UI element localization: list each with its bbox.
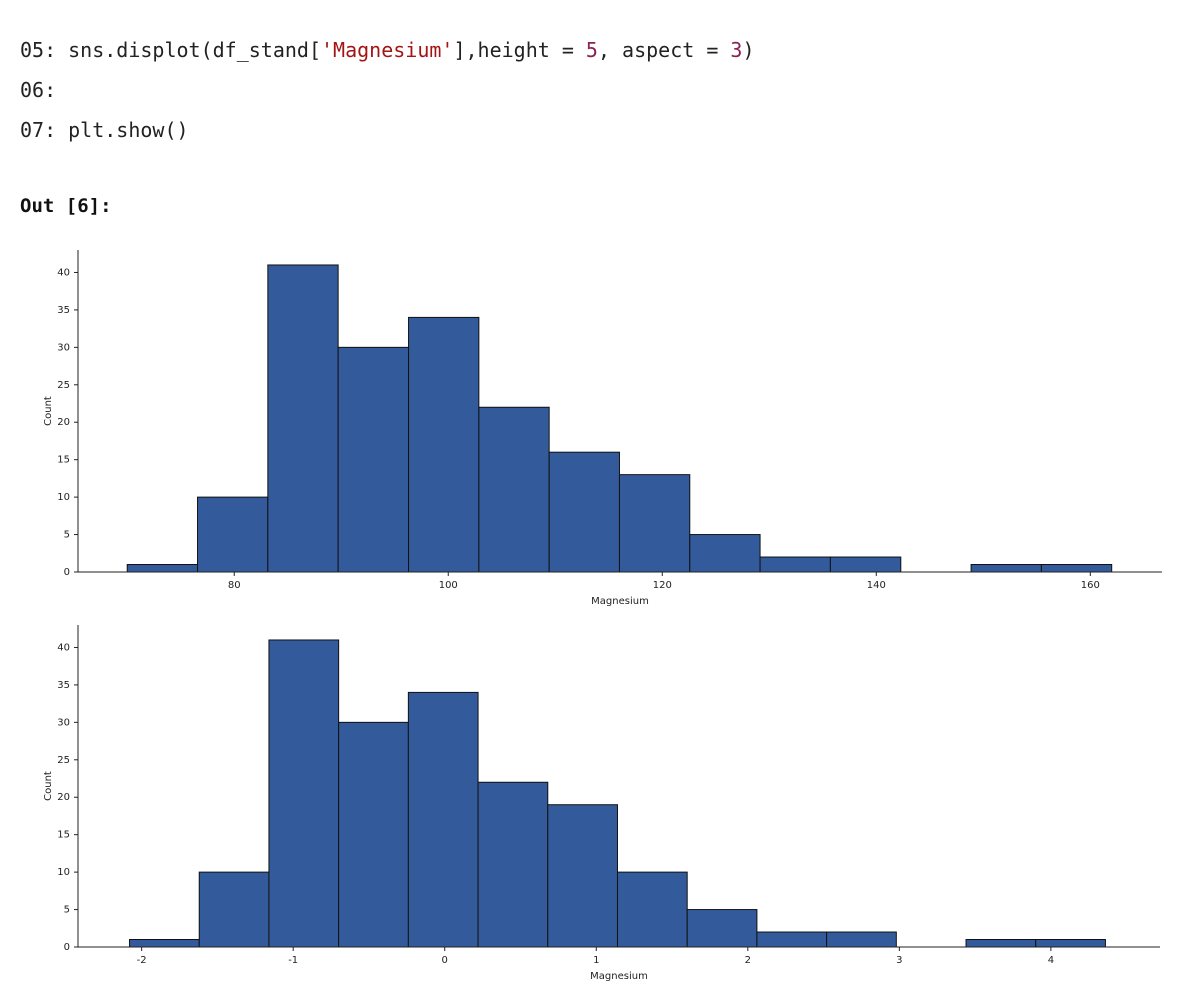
bar [197, 496, 269, 573]
y-tick-label: 15 [57, 830, 70, 841]
y-tick-label: 35 [57, 680, 70, 691]
bar [970, 564, 1042, 573]
y-tick-label: 25 [57, 380, 70, 391]
y-tick-label: 15 [57, 455, 70, 466]
bar [129, 939, 200, 948]
code-block: 05: sns.displot(df_stand['Magnesium'],hei… [20, 30, 755, 150]
x-tick-label: 3 [896, 955, 902, 966]
y-axis-label: Count [43, 771, 54, 801]
line-number: 07: [20, 118, 57, 142]
x-tick-label: 160 [1081, 580, 1100, 591]
x-tick-label: 0 [442, 955, 448, 966]
output-label: Out [6]: [20, 195, 112, 217]
y-tick-label: 30 [57, 717, 70, 728]
bar [965, 939, 1037, 948]
line-number: 05: [20, 38, 57, 62]
bar [126, 564, 199, 573]
code-token: 'Magnesium' [321, 38, 454, 62]
x-tick-label: 100 [439, 580, 458, 591]
bar [618, 474, 691, 573]
bar [759, 556, 831, 573]
bar [1040, 564, 1113, 573]
y-tick-label: 40 [57, 642, 70, 653]
x-tick-label: 4 [1048, 955, 1054, 966]
y-axis-label: Count [43, 396, 54, 426]
y-tick-label: 10 [57, 867, 70, 878]
y-tick-label: 25 [57, 755, 70, 766]
y-tick-label: 5 [64, 905, 70, 916]
code-token: ) [742, 38, 755, 62]
y-tick-label: 0 [64, 567, 70, 578]
bar [689, 534, 761, 573]
code-line: 07: plt.show() [20, 110, 755, 150]
bar [198, 871, 270, 948]
bar [826, 931, 897, 948]
y-tick-label: 10 [57, 492, 70, 503]
bar [756, 931, 828, 948]
bar [407, 691, 479, 948]
bar [616, 871, 688, 948]
x-tick-label: 1 [593, 955, 599, 966]
x-tick-label: 80 [228, 580, 241, 591]
code-line: 06: [20, 70, 755, 110]
x-tick-label: -2 [137, 955, 147, 966]
bar [268, 639, 340, 948]
bar [337, 346, 410, 573]
bar [1035, 939, 1106, 948]
y-tick-label: 20 [57, 792, 70, 803]
line-number: 06: [20, 78, 57, 102]
bar [267, 264, 339, 573]
x-tick-label: 140 [867, 580, 886, 591]
x-axis-label: Magnesium [590, 971, 648, 982]
y-tick-label: 35 [57, 305, 70, 316]
code-token: plt.show() [68, 118, 189, 142]
y-tick-label: 30 [57, 342, 70, 353]
bar [338, 721, 409, 948]
x-tick-label: 2 [745, 955, 751, 966]
bar [408, 316, 480, 573]
y-tick-label: 0 [64, 942, 70, 953]
bar [547, 804, 618, 948]
code-token: , aspect = [597, 38, 731, 62]
bar [686, 909, 758, 948]
code-token: sns.displot(df_stand[ [68, 38, 321, 62]
code-token: 5 [585, 38, 598, 62]
code-token: ],height = [453, 38, 586, 62]
bar [829, 556, 902, 573]
code-token: 3 [730, 38, 743, 62]
x-axis-label: Magnesium [591, 596, 649, 607]
y-tick-label: 5 [64, 530, 70, 541]
y-tick-label: 20 [57, 417, 70, 428]
code-line: 05: sns.displot(df_stand['Magnesium'],hei… [20, 30, 755, 70]
bar [477, 781, 549, 948]
x-tick-label: -1 [288, 955, 298, 966]
bar [478, 406, 550, 573]
bar [548, 451, 620, 573]
x-tick-label: 120 [653, 580, 672, 591]
y-tick-label: 40 [57, 267, 70, 278]
